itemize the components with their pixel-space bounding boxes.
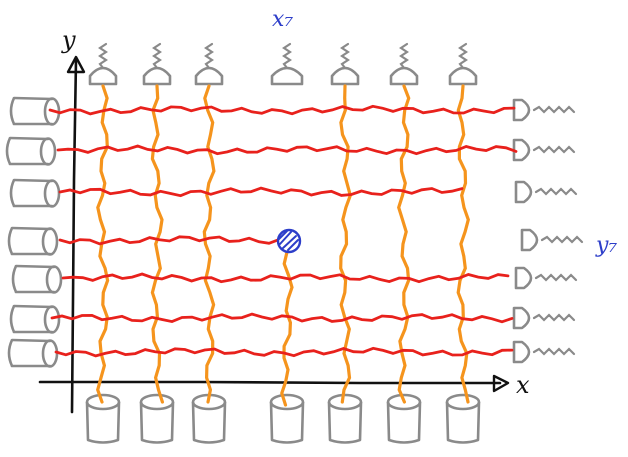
row-wire-3 [58,186,464,198]
row-wires [48,104,518,358]
row-wire-6 [50,312,514,324]
top-sensor-3 [194,42,224,86]
row-wire-7 [54,346,514,358]
column-wire-3 [202,84,216,404]
right-sensor-1 [512,98,576,122]
right-sensor-5 [514,266,578,290]
bottom-connector-6 [386,393,422,444]
column-wire-2 [150,84,164,404]
top-sensor-6 [389,42,419,86]
bottom-connector-1 [85,393,121,444]
defect-marker [276,228,302,254]
y-axis-label: y [61,26,76,54]
x-axis-arrowhead [492,374,510,393]
bottom-connector-7 [445,393,481,444]
top-sensor-4 [270,42,304,86]
row-wire-2 [56,144,518,156]
left-connector-3 [9,178,61,208]
top-sensor-1 [88,42,118,86]
bottom-connector-5 [327,393,363,444]
right-sensor-7 [512,340,576,364]
row-wire-1 [48,104,516,116]
axes: y x [38,26,530,414]
left-input-connectors [5,96,63,368]
column-wire-7 [456,84,470,404]
y-axis [70,58,78,414]
bottom-input-connectors [85,393,481,444]
y-axis-arrowhead [66,55,86,74]
x-axis [38,380,502,385]
right-sensor-2 [512,138,576,162]
left-connector-2 [5,136,57,166]
top-sensor-7 [448,42,478,86]
column-annotation: x₇ [272,7,293,32]
row-wire-4 [58,235,281,246]
right-sensor-4 [520,228,584,252]
bottom-connector-4 [269,393,305,444]
right-sensor-6 [512,306,576,330]
row-annotation: y₇ [595,233,617,258]
x-axis-label: x [516,371,530,399]
column-wire-5 [339,84,352,404]
top-sensor-5 [330,42,360,86]
left-connector-6 [9,304,61,334]
top-output-sensors [88,42,478,86]
left-connector-5 [11,264,63,294]
row-wire-5 [61,272,510,284]
left-connector-7 [7,338,59,368]
bottom-connector-2 [139,393,175,444]
column-wire-6 [397,84,411,404]
column-wire-4-partial [280,250,294,407]
left-connector-4 [7,226,59,256]
right-sensor-3 [514,180,578,204]
top-sensor-2 [142,42,172,86]
right-output-sensors [512,98,584,364]
